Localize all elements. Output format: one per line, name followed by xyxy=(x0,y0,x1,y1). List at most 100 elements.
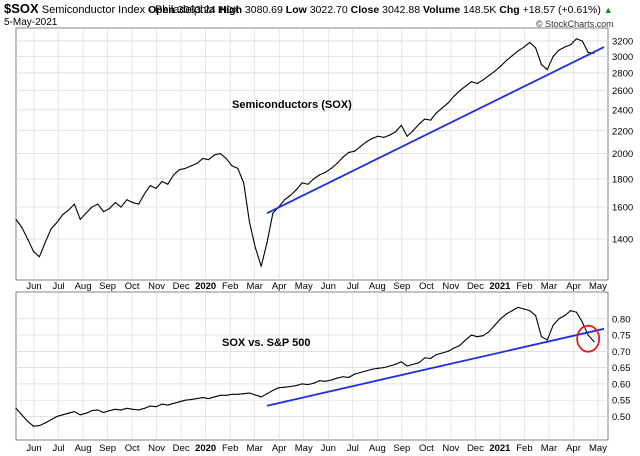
data-point xyxy=(32,250,35,252)
data-point xyxy=(389,134,391,136)
series-segment xyxy=(85,410,93,414)
data-point xyxy=(464,85,467,87)
data-point xyxy=(447,350,449,352)
series-segment xyxy=(307,382,314,386)
series-segment xyxy=(354,146,361,152)
series-segment xyxy=(79,212,87,220)
series-segment xyxy=(62,209,69,216)
series-segment xyxy=(15,219,23,228)
y-tick-label: 2800 xyxy=(612,68,633,79)
x-tick-label: Apr xyxy=(272,281,287,292)
series-segment xyxy=(155,181,163,189)
data-point xyxy=(558,318,560,320)
x-tick-label: 2020 xyxy=(195,443,216,454)
series-segment xyxy=(406,130,414,137)
series-segment xyxy=(430,354,437,359)
y-tick-label: 0.75 xyxy=(612,331,631,342)
data-point xyxy=(155,406,157,408)
series-segment xyxy=(401,361,408,367)
chart-date: 5-May-2021 xyxy=(4,17,58,28)
series-segment xyxy=(325,379,332,382)
x-tick-label: Oct xyxy=(125,281,140,292)
series-segment xyxy=(103,208,110,213)
data-point xyxy=(15,407,17,409)
x-tick-label: Mar xyxy=(247,443,263,454)
y-tick-label: 2400 xyxy=(612,105,633,116)
x-tick-label: Feb xyxy=(516,281,532,292)
data-point xyxy=(248,392,251,394)
data-point xyxy=(73,410,75,413)
series-segment xyxy=(436,352,443,356)
data-point xyxy=(38,424,40,427)
data-point xyxy=(126,407,128,409)
data-point xyxy=(254,247,256,249)
series-segment xyxy=(331,377,338,381)
data-point xyxy=(231,393,233,395)
data-point xyxy=(342,376,344,378)
series-segment xyxy=(546,56,554,70)
series-segment xyxy=(173,169,180,176)
data-point xyxy=(27,238,29,240)
series-segment xyxy=(208,154,215,161)
x-tick-label: Jun xyxy=(321,281,336,292)
data-point xyxy=(400,124,402,126)
series-segment xyxy=(120,407,128,411)
data-point xyxy=(354,150,356,152)
close-label: Close xyxy=(350,4,380,16)
data-point xyxy=(499,318,502,320)
series-segment xyxy=(231,165,239,169)
data-point xyxy=(213,396,216,398)
data-point xyxy=(354,373,356,375)
series-segment xyxy=(424,118,431,121)
series-segment xyxy=(97,203,105,212)
price-x-axis: Jun Jul Aug Sep Oct Nov Dec 2020 Feb Mar Apr May Jun… xyxy=(26,281,607,292)
x-tick-label: Mar xyxy=(247,281,263,292)
x-tick-label: Jun xyxy=(321,443,336,454)
series-segment xyxy=(441,102,449,109)
data-point xyxy=(272,212,274,214)
series-segment xyxy=(167,402,174,406)
series-segment xyxy=(266,213,274,243)
series-segment xyxy=(506,55,513,61)
y-tick-label: 2000 xyxy=(612,149,633,160)
series-segment xyxy=(91,409,98,412)
data-point xyxy=(44,422,46,424)
series-segment xyxy=(576,311,583,323)
series-segment xyxy=(330,162,338,169)
data-point xyxy=(213,154,216,156)
series-segment xyxy=(266,389,274,395)
series-segment xyxy=(442,350,449,354)
data-point xyxy=(499,65,502,67)
series-segment xyxy=(260,393,268,398)
data-point xyxy=(202,396,204,399)
series-segment xyxy=(348,373,355,378)
series-segment xyxy=(74,411,81,416)
data-point xyxy=(412,363,414,365)
volume-value: 148.5K xyxy=(463,4,497,16)
data-point xyxy=(359,145,362,148)
series-segment xyxy=(290,384,297,388)
x-tick-label: Sep xyxy=(393,281,410,292)
y-tick-label: 1400 xyxy=(612,235,633,246)
data-point xyxy=(62,214,64,216)
series-segment xyxy=(15,407,23,416)
data-point xyxy=(208,159,210,161)
data-point xyxy=(318,380,321,382)
volume-label: Volume xyxy=(423,4,461,16)
series-segment xyxy=(325,167,332,173)
data-point xyxy=(56,221,58,224)
data-point xyxy=(196,397,198,400)
watermark: © StockCharts.com xyxy=(536,19,614,29)
data-point xyxy=(243,393,245,395)
series-segment xyxy=(366,368,373,372)
data-point xyxy=(517,50,519,52)
ratio-y-axis: 0.50 0.55 0.60 0.65 0.70 0.75 0.80 xyxy=(612,314,631,423)
series-segment xyxy=(587,334,595,342)
data-point xyxy=(482,79,484,81)
series-segment xyxy=(33,425,40,427)
x-tick-label: Dec xyxy=(467,443,484,454)
series-segment xyxy=(471,81,478,84)
data-point xyxy=(167,404,169,406)
series-segment xyxy=(21,414,29,422)
data-point xyxy=(453,347,455,349)
